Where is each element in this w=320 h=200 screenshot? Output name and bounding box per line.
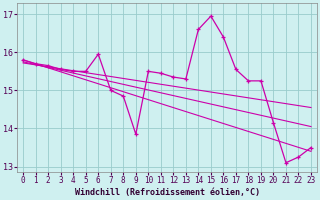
X-axis label: Windchill (Refroidissement éolien,°C): Windchill (Refroidissement éolien,°C) — [75, 188, 260, 197]
